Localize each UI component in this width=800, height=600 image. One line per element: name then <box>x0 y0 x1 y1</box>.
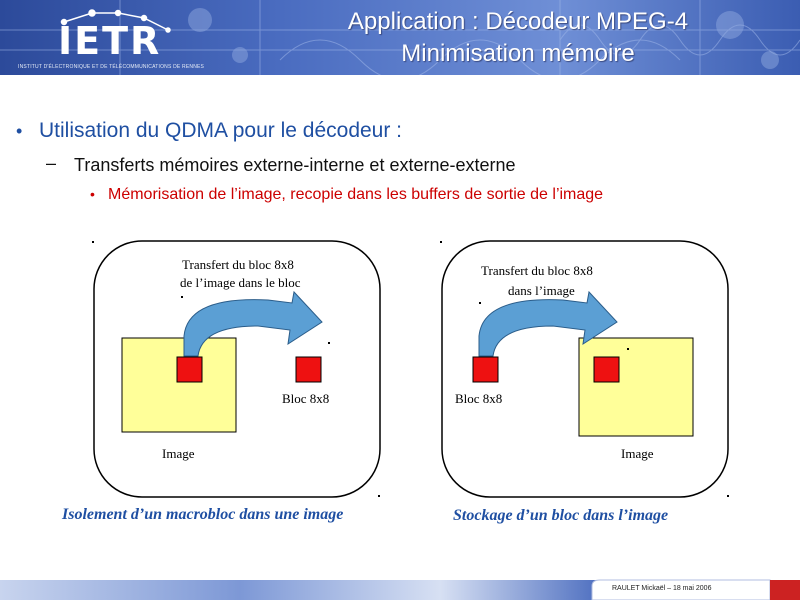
left-bloc-8x8 <box>295 356 322 383</box>
footer-bar <box>0 579 800 600</box>
right-image-rect <box>578 337 694 437</box>
slide-title-line2: Minimisation mémoire <box>401 40 635 67</box>
left-curved-arrow-icon <box>183 290 323 357</box>
right-transfer-label-line1: Transfert du bloc 8x8 <box>481 263 593 278</box>
institute-name: INSTITUT D'ÉLECTRONIQUE ET DE TÉLÉCOMMUN… <box>18 64 205 70</box>
bullet-level1: Utilisation du QDMA pour le décodeur : <box>39 119 403 142</box>
bullet-level2: Transferts mémoires externe-interne et e… <box>74 155 516 175</box>
bullet-level3: Mémorisation de l’image, recopie dans le… <box>108 186 604 203</box>
bullet-dot-icon: • <box>90 186 95 202</box>
header-background <box>0 0 800 75</box>
right-image-block <box>593 356 620 383</box>
slide-title-line1: Application : Décodeur MPEG-4 <box>347 8 689 35</box>
footer-author: RAULET Mickaël – 18 mai 2006 <box>612 585 712 592</box>
left-transfer-label-line1: Transfert du bloc 8x8 <box>182 257 294 272</box>
left-image-label: Image <box>162 446 195 461</box>
slide-header: IETR INSTITUT D'ÉLECTRONIQUE ET DE TÉLÉC… <box>0 0 800 75</box>
left-panel <box>93 240 381 498</box>
right-transfer-label-line2: dans l’image <box>508 283 575 298</box>
right-image-label: Image <box>621 446 654 461</box>
left-image-block <box>176 356 203 383</box>
left-bloc-label: Bloc 8x8 <box>282 391 330 406</box>
right-bloc-label: Bloc 8x8 <box>455 391 503 406</box>
left-caption: Isolement d’un macrobloc dans une image <box>62 506 344 523</box>
left-transfer-label-line2: de l’image dans le bloc <box>180 275 301 290</box>
logo-constellation <box>60 9 171 33</box>
right-curved-arrow-icon <box>478 290 618 357</box>
left-image-rect <box>121 337 237 433</box>
right-bloc-8x8 <box>472 356 499 383</box>
right-caption: Stockage d’un bloc dans l’image <box>453 507 669 524</box>
bullet-dot-icon: • <box>16 121 23 141</box>
logo-ietr: IETR <box>58 19 162 63</box>
dash-bullet-icon: – <box>46 153 57 173</box>
